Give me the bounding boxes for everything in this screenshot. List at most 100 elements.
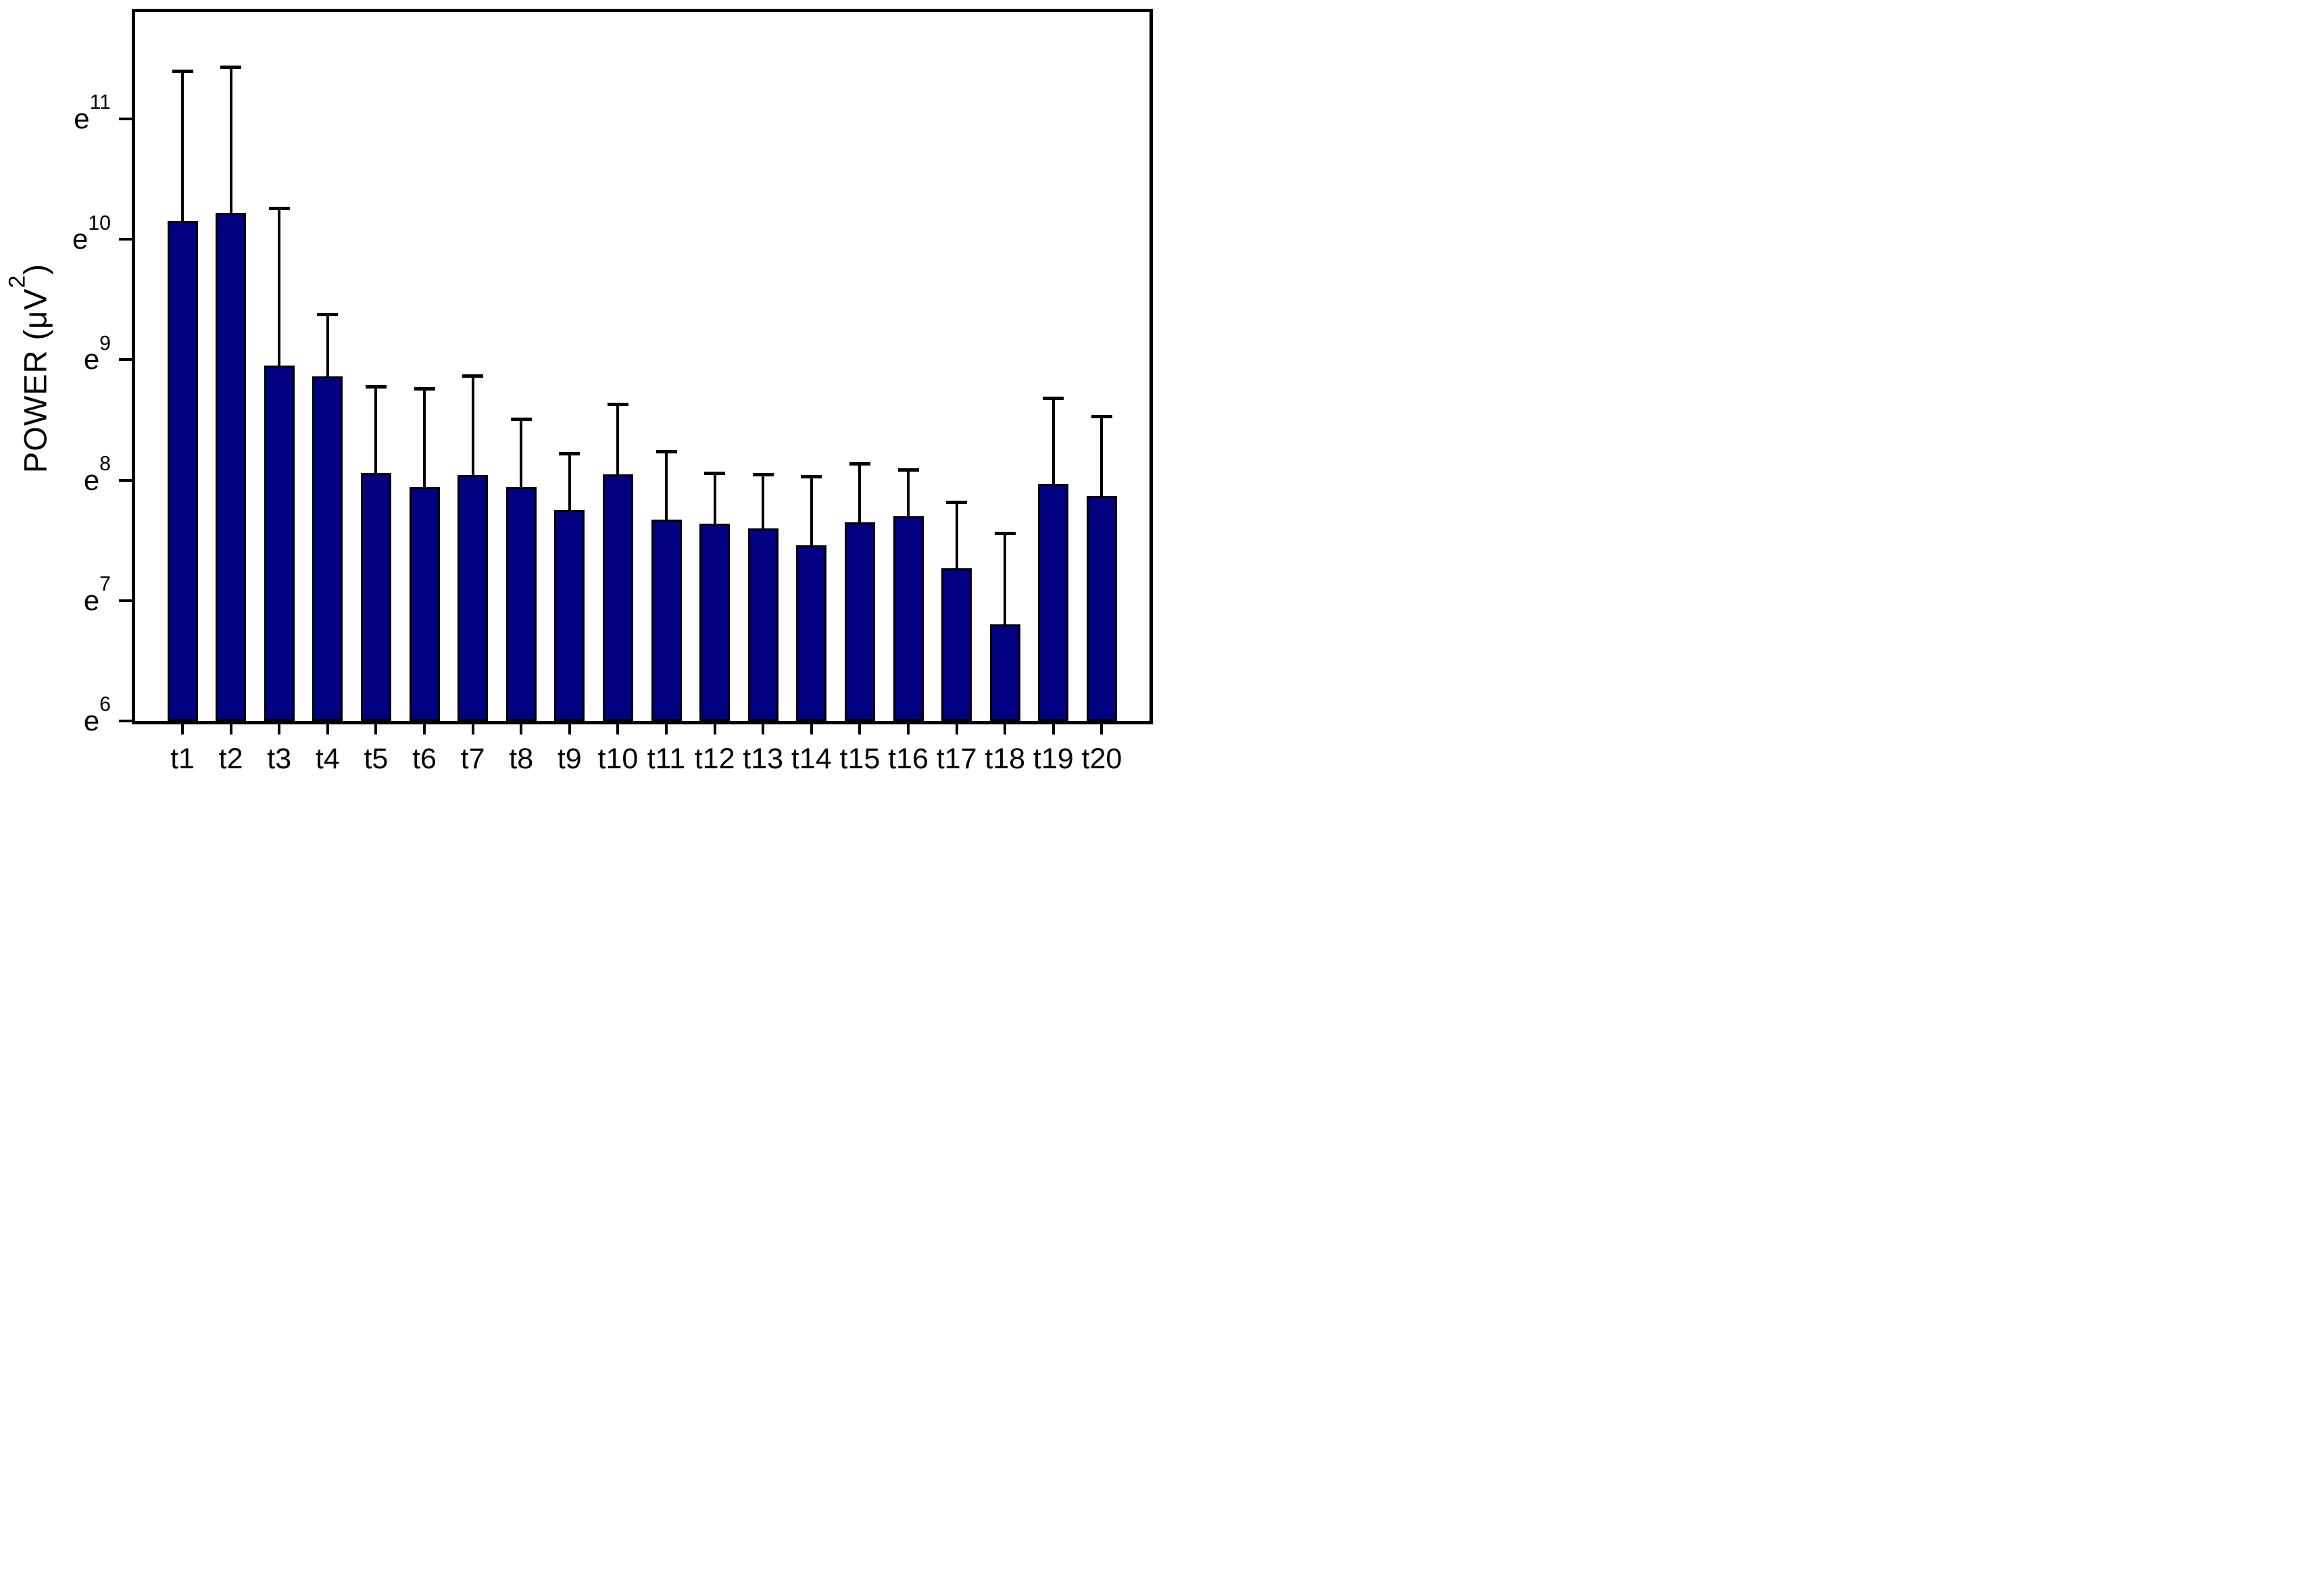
x-label-t13: t13 [743,743,784,775]
x-tick-t17 [955,724,958,734]
y-axis-title-close: ) [17,263,53,275]
y-tick-e8 [119,478,132,482]
x-label-t4: t4 [315,743,340,775]
y-tick-label-e10: e10 [72,211,111,255]
x-label-t12: t12 [694,743,735,775]
error-bar-t9 [568,453,571,511]
bar-t14 [796,545,827,721]
x-tick-t1 [181,724,184,734]
bar-t5 [360,472,391,721]
x-tick-t19 [1052,724,1055,734]
error-bar-cap-t10 [607,403,628,407]
x-tick-t3 [278,724,281,734]
error-bar-t13 [762,474,765,528]
x-tick-t7 [471,724,474,734]
error-bar-cap-t2 [220,66,242,70]
x-label-t3: t3 [267,743,292,775]
error-bar-t1 [181,70,184,222]
x-label-t9: t9 [557,743,582,775]
error-bar-cap-t16 [897,468,919,472]
y-tick-e6 [119,720,132,722]
error-bar-cap-t8 [510,417,532,421]
x-tick-t13 [762,724,765,734]
y-tick-e7 [119,599,132,602]
x-label-t19: t19 [1033,743,1074,775]
error-bar-t8 [520,418,523,488]
bar-chart-figure: POWER (μV2) e6 e7 e8 e9 e10 e11 t1 t2 t3 t4 t5 t6 t7… [0,0,1162,784]
bar-t9 [554,510,585,721]
error-bar-cap-t15 [849,462,870,466]
x-tick-t11 [665,724,668,734]
error-bar-cap-t19 [1043,397,1064,401]
bar-t18 [989,624,1020,721]
error-bar-t11 [665,451,668,520]
error-bar-t5 [374,386,378,473]
y-axis-title-base: POWER (μV [17,288,53,474]
bar-t4 [312,376,343,721]
y-tick-label-e7: e7 [83,573,111,616]
x-label-t10: t10 [597,743,639,775]
x-tick-t6 [423,724,426,734]
bar-t15 [844,522,875,721]
x-label-t6: t6 [412,743,437,775]
error-bar-cap-t7 [462,374,484,378]
bar-t3 [264,366,295,721]
bar-t7 [458,475,489,721]
x-label-t16: t16 [888,743,929,775]
bar-t1 [167,221,198,721]
y-tick-label-e8: e8 [83,452,111,496]
error-bar-t10 [616,404,620,474]
x-tick-t5 [374,724,378,734]
x-label-t8: t8 [509,743,534,775]
error-bar-t6 [423,389,426,488]
x-label-t15: t15 [839,743,881,775]
x-label-t5: t5 [364,743,389,775]
error-bar-cap-t11 [656,449,677,453]
error-bar-t4 [326,314,329,377]
bar-t20 [1086,495,1117,721]
error-bar-cap-t20 [1091,415,1112,419]
error-bar-cap-t1 [172,69,193,73]
error-bar-t16 [907,469,910,517]
error-bar-cap-t4 [317,312,339,316]
error-bar-cap-t12 [704,471,726,475]
bar-t6 [409,487,440,721]
x-tick-t16 [907,724,910,734]
bar-t17 [941,568,972,721]
error-bar-t14 [810,476,813,545]
x-tick-t8 [520,724,523,734]
x-label-t1: t1 [170,743,195,775]
bar-t11 [651,520,682,721]
x-label-t11: t11 [647,743,686,775]
x-label-t20: t20 [1081,743,1122,775]
x-tick-t10 [616,724,620,734]
y-tick-e9 [119,358,132,362]
bar-t2 [216,212,247,721]
error-bar-cap-t18 [994,531,1016,535]
x-tick-t20 [1100,724,1104,734]
error-bar-cap-t5 [365,384,387,389]
x-tick-t4 [326,724,329,734]
error-bar-cap-t13 [752,472,774,476]
error-bar-t18 [1004,532,1007,625]
x-label-t2: t2 [218,743,243,775]
bar-t10 [602,474,633,721]
x-tick-t9 [568,724,571,734]
y-tick-e11 [119,117,132,120]
error-bar-t19 [1052,398,1055,484]
error-bar-t20 [1100,416,1104,496]
y-tick-e10 [119,238,132,241]
y-tick-label-e6: e6 [83,693,111,737]
y-axis-title-exponent: 2 [4,274,30,289]
bar-t8 [505,487,537,721]
error-bar-t2 [229,67,232,213]
x-label-t7: t7 [460,743,485,775]
error-bar-cap-t6 [414,387,435,391]
x-tick-t2 [229,724,232,734]
x-label-t14: t14 [791,743,832,775]
error-bar-t12 [713,472,716,524]
error-bar-t3 [278,207,281,366]
y-tick-label-e9: e9 [83,332,111,376]
x-tick-t12 [713,724,716,734]
error-bar-t15 [858,463,862,522]
